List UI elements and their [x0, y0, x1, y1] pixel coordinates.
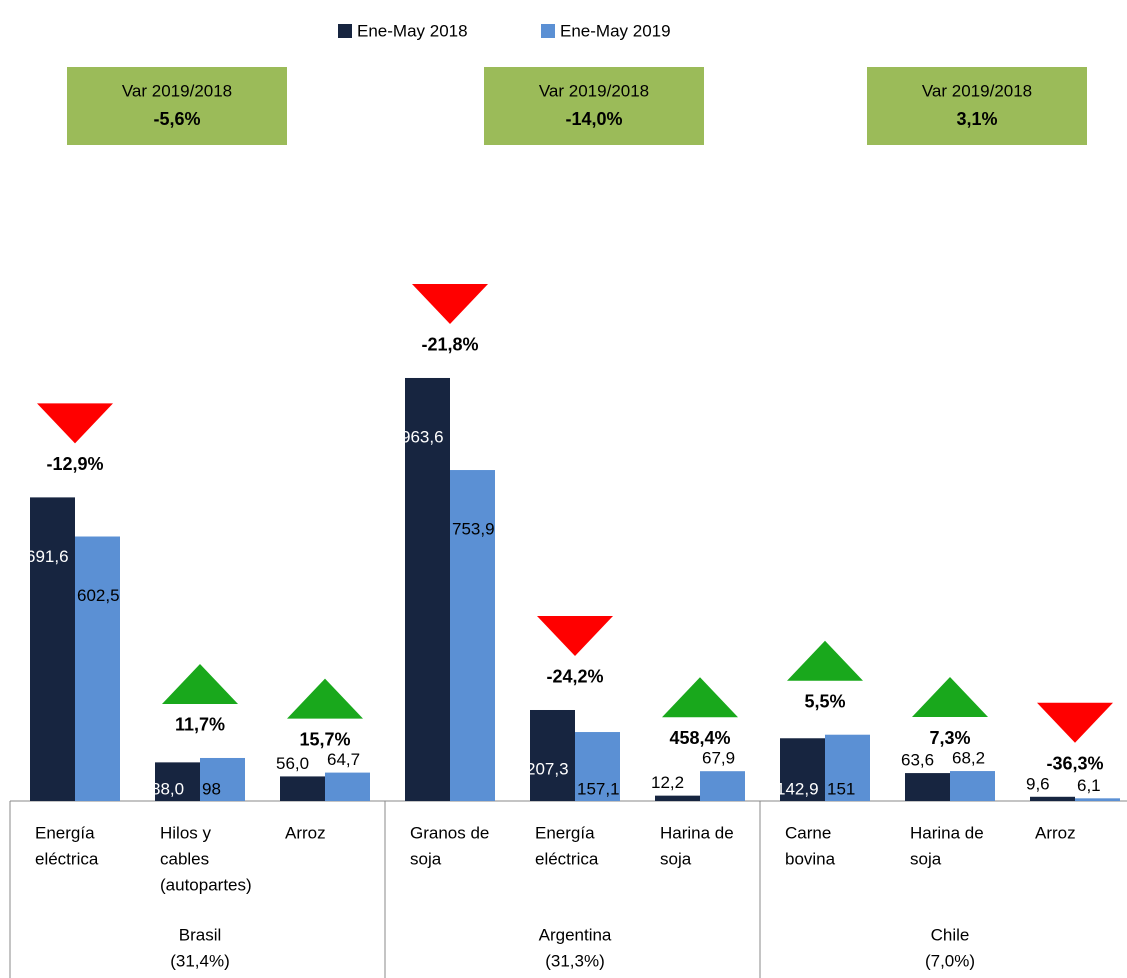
- value-label: 9,6: [1026, 774, 1050, 793]
- change-arrow: [37, 403, 113, 444]
- variation-value: -5,6%: [153, 109, 200, 129]
- value-label: 157,1: [577, 779, 620, 798]
- category-label: soja: [660, 849, 692, 868]
- category-label: eléctrica: [35, 849, 99, 868]
- value-label: 63,6: [901, 751, 934, 770]
- group-share: (7,0%): [925, 951, 975, 970]
- value-label: 12,2: [651, 773, 684, 792]
- change-label: -36,3%: [1046, 754, 1103, 774]
- legend-swatch: [541, 24, 555, 38]
- value-label: 691,6: [26, 547, 69, 566]
- bar: [325, 772, 370, 801]
- change-label: 15,7%: [299, 729, 350, 749]
- group-share: (31,3%): [545, 951, 605, 970]
- bar: [950, 771, 995, 801]
- value-label: 753,9: [452, 520, 495, 539]
- bar: [905, 773, 950, 801]
- legend-swatch: [338, 24, 352, 38]
- value-label: 64,7: [327, 750, 360, 769]
- category-label: Carne: [785, 823, 831, 842]
- value-label: 6,1: [1077, 776, 1101, 795]
- variation-title: Var 2019/2018: [539, 81, 649, 100]
- category-label: Energía: [35, 823, 95, 842]
- value-label: 602,5: [77, 586, 120, 605]
- bar: [30, 497, 75, 801]
- category-label: Hilos y: [160, 823, 212, 842]
- value-label: 207,3: [526, 759, 569, 778]
- bar: [1075, 798, 1120, 801]
- bar: [825, 734, 870, 801]
- legend-label: Ene-May 2019: [560, 21, 671, 40]
- bar: [280, 776, 325, 801]
- bar: [700, 771, 745, 801]
- change-arrow: [412, 283, 488, 324]
- change-arrow: [662, 677, 738, 718]
- category-label: eléctrica: [535, 849, 599, 868]
- group-name: Argentina: [539, 925, 612, 944]
- bar: [655, 795, 700, 801]
- change-label: 7,3%: [929, 728, 970, 748]
- variation-title: Var 2019/2018: [922, 81, 1032, 100]
- bar: [75, 536, 120, 801]
- value-label: 68,2: [952, 749, 985, 768]
- bar: [530, 709, 575, 801]
- change-label: 5,5%: [804, 691, 845, 711]
- change-arrow: [787, 640, 863, 681]
- bar: [575, 732, 620, 801]
- legend-label: Ene-May 2018: [357, 21, 468, 40]
- change-arrow: [162, 663, 238, 704]
- category-label: Harina de: [910, 823, 984, 842]
- variation-value: 3,1%: [956, 109, 997, 129]
- category-label: Harina de: [660, 823, 734, 842]
- change-arrow: [912, 677, 988, 718]
- value-label: 963,6: [401, 427, 444, 446]
- change-label: -12,9%: [46, 454, 103, 474]
- variation-title: Var 2019/2018: [122, 81, 232, 100]
- change-label: 11,7%: [175, 715, 225, 735]
- change-arrow: [1037, 702, 1113, 743]
- category-label: soja: [910, 849, 942, 868]
- change-label: -21,8%: [421, 335, 478, 355]
- value-label: 67,9: [702, 749, 735, 768]
- category-label: Granos de: [410, 823, 489, 842]
- variation-box: [67, 67, 287, 145]
- group-name: Brasil: [179, 925, 222, 944]
- bar: [405, 377, 450, 801]
- variation-box: [867, 67, 1087, 145]
- change-arrow: [537, 615, 613, 656]
- category-label: soja: [410, 849, 442, 868]
- variation-box: [484, 67, 704, 145]
- value-label: 56,0: [276, 754, 309, 773]
- group-share: (31,4%): [170, 951, 230, 970]
- category-label: Energía: [535, 823, 595, 842]
- category-label: Arroz: [285, 823, 326, 842]
- bar: [1030, 796, 1075, 801]
- value-label: 142,9: [776, 779, 819, 798]
- change-label: -24,2%: [546, 667, 603, 687]
- value-label: 98: [202, 779, 221, 798]
- value-label: 151: [827, 779, 855, 798]
- bar: [200, 757, 245, 801]
- bar: [155, 762, 200, 801]
- group-name: Chile: [931, 925, 970, 944]
- category-label: cables: [160, 849, 209, 868]
- category-label: bovina: [785, 849, 836, 868]
- change-label: 458,4%: [669, 728, 730, 748]
- bar: [450, 470, 495, 801]
- variation-value: -14,0%: [565, 109, 622, 129]
- category-label: (autopartes): [160, 875, 252, 894]
- value-label: 88,0: [151, 779, 184, 798]
- change-arrow: [287, 678, 363, 719]
- bar: [780, 738, 825, 801]
- category-label: Arroz: [1035, 823, 1076, 842]
